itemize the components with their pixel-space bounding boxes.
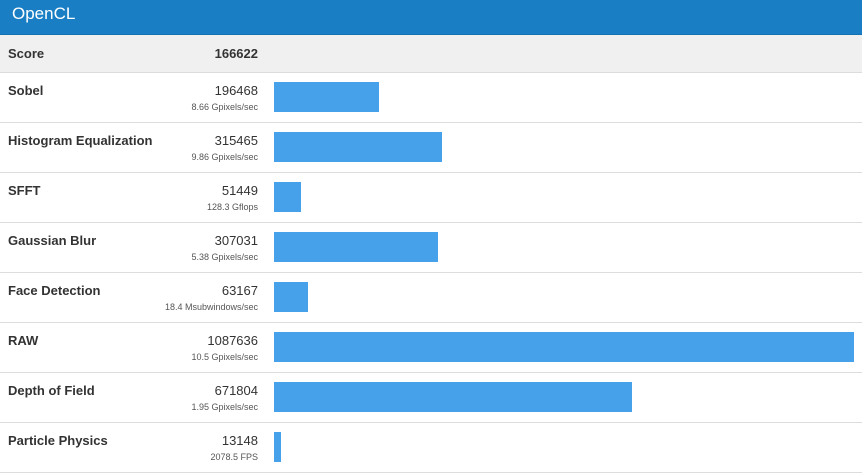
- score-label: Score: [8, 46, 45, 61]
- benchmark-name: Face Detection: [8, 283, 101, 298]
- benchmark-row: Gaussian Blur 307031 5.38 Gpixels/sec: [0, 223, 862, 273]
- benchmark-score: 63167: [221, 283, 258, 298]
- benchmark-bar-track: [274, 332, 854, 362]
- benchmark-name: RAW: [8, 333, 39, 348]
- benchmark-name: Sobel: [8, 83, 44, 98]
- benchmark-bar-track: [274, 82, 854, 112]
- score-row: Score 166622: [0, 35, 862, 73]
- benchmark-score: 1087636: [207, 333, 258, 348]
- benchmark-throughput: 10.5 Gpixels/sec: [191, 352, 258, 362]
- benchmark-bar: [274, 232, 438, 262]
- benchmark-bar-track: [274, 132, 854, 162]
- benchmark-throughput: 5.38 Gpixels/sec: [191, 252, 258, 262]
- benchmark-name: Particle Physics: [8, 433, 108, 448]
- benchmark-row: Histogram Equalization 315465 9.86 Gpixels…: [0, 123, 862, 173]
- benchmark-score: 671804: [214, 383, 258, 398]
- benchmark-score: 307031: [214, 233, 258, 248]
- benchmark-list: Sobel 196468 8.66 Gpixels/sec Histogram Equ…: [0, 73, 862, 473]
- benchmark-bar: [274, 382, 632, 412]
- benchmark-row: Face Detection 63167 18.4 Msubwindows/sec: [0, 273, 862, 323]
- benchmark-throughput: 9.86 Gpixels/sec: [191, 152, 258, 162]
- benchmark-row: Depth of Field 671804 1.95 Gpixels/sec: [0, 373, 862, 423]
- benchmark-bar: [274, 432, 281, 462]
- benchmark-bar: [274, 282, 308, 312]
- benchmark-name: SFFT: [8, 183, 41, 198]
- benchmark-row: SFFT 51449 128.3 Gflops: [0, 173, 862, 223]
- benchmark-bar-track: [274, 182, 854, 212]
- benchmark-bar: [274, 182, 301, 212]
- benchmark-score: 315465: [214, 133, 258, 148]
- benchmark-throughput: 2078.5 FPS: [210, 452, 258, 462]
- benchmark-bar-track: [274, 282, 854, 312]
- benchmark-score: 51449: [221, 183, 258, 198]
- benchmark-score: 13148: [221, 433, 258, 448]
- benchmark-score: 196468: [214, 83, 258, 98]
- benchmark-throughput: 1.95 Gpixels/sec: [191, 402, 258, 412]
- benchmark-throughput: 8.66 Gpixels/sec: [191, 102, 258, 112]
- benchmark-throughput: 18.4 Msubwindows/sec: [164, 302, 258, 312]
- benchmark-bar-track: [274, 232, 854, 262]
- benchmark-row: RAW 1087636 10.5 Gpixels/sec: [0, 323, 862, 373]
- benchmark-row: Particle Physics 13148 2078.5 FPS: [0, 423, 862, 473]
- benchmark-bar-track: [274, 432, 854, 462]
- benchmark-bar: [274, 332, 854, 362]
- benchmark-name: Gaussian Blur: [8, 233, 97, 248]
- section-title: OpenCL: [12, 4, 76, 23]
- score-value: 166622: [214, 46, 258, 61]
- benchmark-row: Sobel 196468 8.66 Gpixels/sec: [0, 73, 862, 123]
- section-header: OpenCL: [0, 0, 862, 35]
- benchmark-throughput: 128.3 Gflops: [206, 202, 258, 212]
- benchmark-name: Depth of Field: [8, 383, 95, 398]
- benchmark-bar: [274, 82, 379, 112]
- benchmark-bar: [274, 132, 442, 162]
- benchmark-bar-track: [274, 382, 854, 412]
- benchmark-name: Histogram Equalization: [8, 133, 153, 148]
